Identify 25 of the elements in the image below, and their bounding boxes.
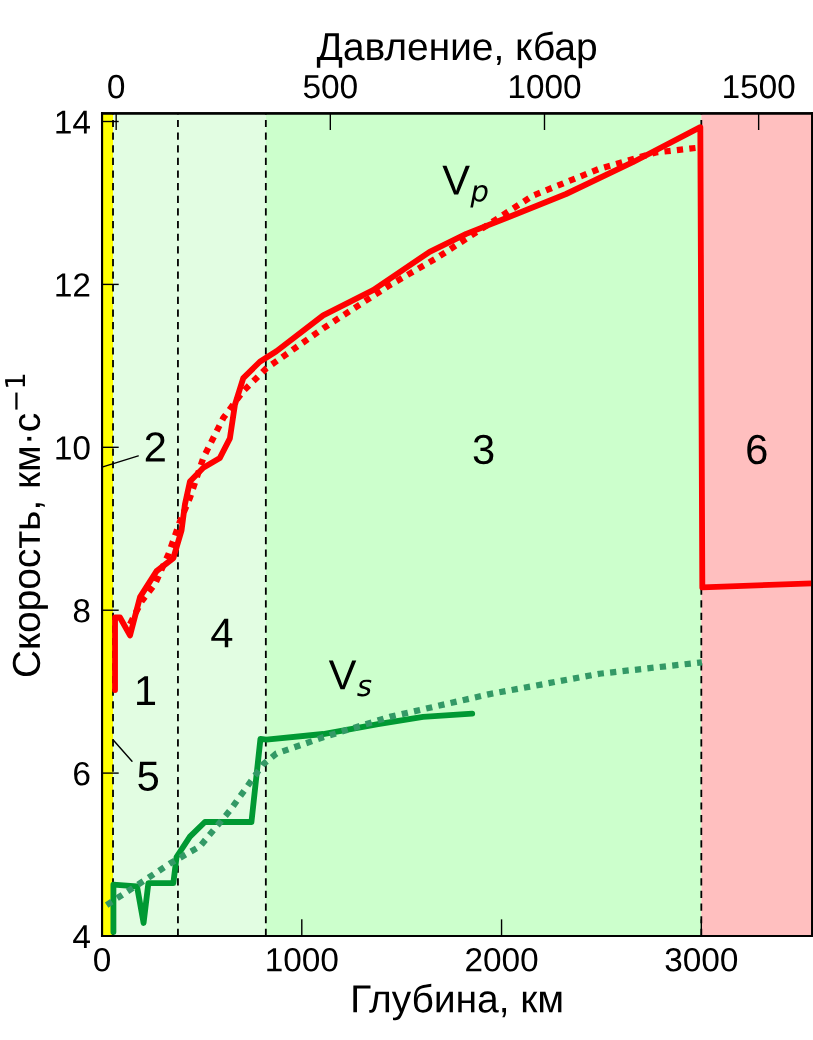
band-label: 2: [145, 432, 165, 462]
band-label: 3: [473, 434, 494, 465]
x2-tick-label: 500: [303, 74, 357, 99]
annotation: 5: [138, 761, 159, 791]
band-label: 4: [211, 618, 233, 648]
y-tick-label: 6: [74, 761, 90, 786]
x2-axis-title: Давление, кбар: [316, 31, 597, 69]
x2-tick-label: 1500: [724, 74, 795, 99]
x2-tick-label: 1000: [509, 74, 581, 99]
x-tick-label: 0: [94, 947, 110, 972]
x-tick-label: 1000: [267, 947, 338, 972]
x-tick-label: 2000: [466, 947, 538, 972]
x-axis-title: Глубина, км: [353, 983, 562, 1021]
series-label: V$_{s}$: [328, 660, 372, 697]
x-tick-label: 3000: [665, 947, 738, 972]
y-axis-title: Скорость, км·с$^{−1}$: [5, 374, 48, 677]
y-tick-label: 4: [73, 925, 90, 949]
y-tick-label: 14: [56, 110, 90, 134]
y-tick-label: 8: [73, 599, 90, 623]
band-label: 1: [137, 676, 156, 705]
x2-tick-label: 0: [108, 74, 125, 99]
series-label: V$_{p}$: [442, 165, 488, 208]
y-tick-label: 12: [56, 273, 90, 297]
band-label: 6: [747, 434, 767, 465]
y-tick-label: 10: [56, 436, 90, 460]
